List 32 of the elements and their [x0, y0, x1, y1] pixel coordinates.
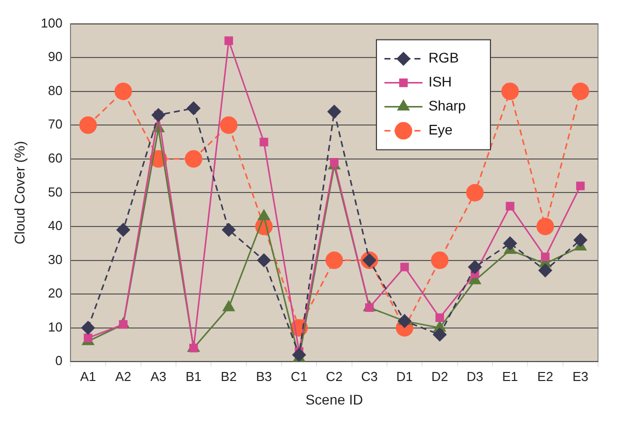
x-tick-label: C3	[361, 368, 378, 384]
legend-label: Eye	[428, 122, 453, 138]
legend-label: ISH	[428, 74, 452, 90]
y-tick-label: 80	[48, 82, 62, 98]
x-axis-title: Scene ID	[305, 391, 364, 408]
y-tick-label: 30	[48, 252, 62, 267]
y-tick-label: 90	[48, 49, 62, 64]
y-tick-label: 70	[48, 116, 62, 132]
x-tick-label: E1	[502, 368, 518, 384]
y-axis-title: Cloud Cover (%)	[11, 140, 28, 244]
x-tick-label: B3	[256, 368, 272, 384]
x-tick-label: A2	[115, 368, 132, 384]
y-tick-label: 50	[48, 184, 62, 200]
y-tick-label: 100	[40, 15, 62, 30]
y-tick-label: 60	[48, 150, 62, 166]
y-tick-label: 0	[55, 353, 62, 368]
y-tick-label: 40	[48, 218, 62, 234]
x-tick-label: D1	[396, 368, 413, 384]
x-tick-label: D3	[466, 368, 484, 384]
x-tick-label: E3	[572, 368, 588, 384]
x-tick-label: A3	[150, 368, 166, 384]
x-tick-label: E2	[537, 368, 554, 384]
x-tick-label: B2	[220, 368, 237, 384]
legend-label: Sharp	[428, 98, 466, 114]
x-tick-label: B1	[186, 368, 202, 384]
y-tick-label: 20	[48, 286, 62, 301]
legend-label: RGB	[428, 50, 459, 66]
x-tick-label: A1	[80, 368, 96, 384]
x-tick-label: C2	[326, 368, 343, 384]
y-tick-label: 10	[48, 319, 62, 334]
x-tick-label: C1	[290, 368, 308, 384]
x-tick-label: D2	[431, 368, 448, 384]
